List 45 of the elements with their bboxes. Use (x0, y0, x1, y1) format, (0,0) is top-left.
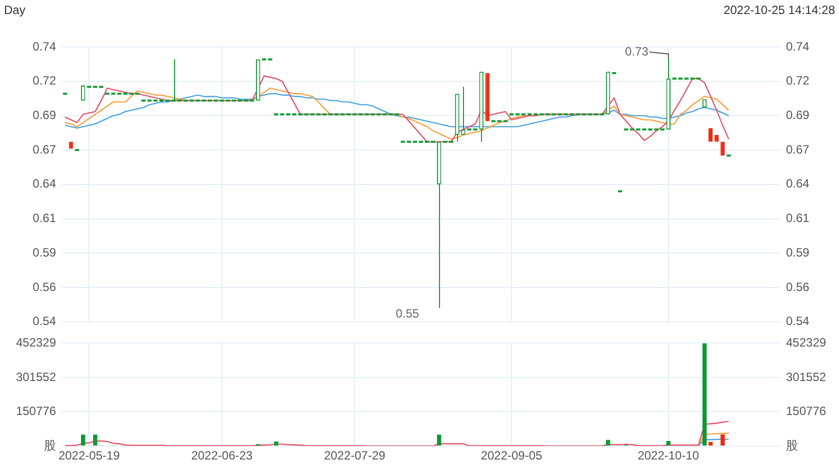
x-tick-label: 2022-07-29 (324, 448, 386, 463)
x-tick-label: 2022-09-05 (480, 448, 543, 463)
y-tick-label: 301552 (16, 370, 56, 384)
chart-title: Day (4, 3, 26, 17)
y-tick-label: 0.59 (32, 245, 56, 260)
y2-tick-label: 0.61 (786, 211, 810, 226)
y-tick-label: 0.72 (32, 74, 56, 88)
y-tick-label: 0.67 (32, 142, 56, 156)
bar (708, 442, 713, 446)
y2-tick-label: 0.54 (786, 314, 810, 328)
bar (606, 440, 610, 446)
y-tick-label: 股 (44, 438, 56, 452)
y2-tick-label: 0.74 (786, 39, 810, 54)
annotation: 0.55 (396, 306, 420, 320)
y2-tick-label: 301552 (786, 370, 826, 384)
y-tick-label: 0.74 (32, 39, 56, 54)
y-tick-label: 452329 (16, 336, 56, 350)
x-tick-label: 2022-10-10 (638, 448, 700, 463)
y-tick-label: 0.64 (32, 176, 56, 191)
y2-tick-label: 0.59 (786, 245, 810, 260)
y-tick-label: 0.69 (32, 108, 56, 122)
bar (720, 434, 725, 446)
y2-tick-label: 452329 (786, 336, 826, 350)
y2-tick-label: 0.64 (786, 176, 810, 191)
bar (93, 434, 98, 446)
y-tick-label: 150776 (16, 404, 56, 418)
annotation: 0.73 (625, 44, 649, 58)
y2-tick-label: 0.56 (786, 280, 810, 294)
y2-tick-label: 0.69 (786, 108, 810, 122)
x-tick-label: 2022-06-23 (191, 448, 253, 463)
bar (274, 441, 278, 446)
y2-tick-label: 0.67 (786, 142, 810, 156)
y-tick-label: 0.56 (32, 280, 56, 294)
y2-tick-label: 150776 (786, 404, 826, 418)
candlestick (170, 58, 177, 102)
bar (666, 441, 670, 446)
bar (81, 434, 86, 446)
x-tick-label: 2022-05-19 (58, 448, 120, 463)
y-tick-label: 0.61 (32, 211, 56, 226)
y-tick-label: 0.54 (32, 314, 56, 328)
chart-subtitle: 2022-10-25 14:14:28 (724, 3, 835, 17)
y2-tick-label: 0.72 (786, 74, 810, 88)
y2-tick-label: 股 (786, 438, 798, 452)
bar (702, 343, 707, 446)
bar (436, 434, 442, 446)
